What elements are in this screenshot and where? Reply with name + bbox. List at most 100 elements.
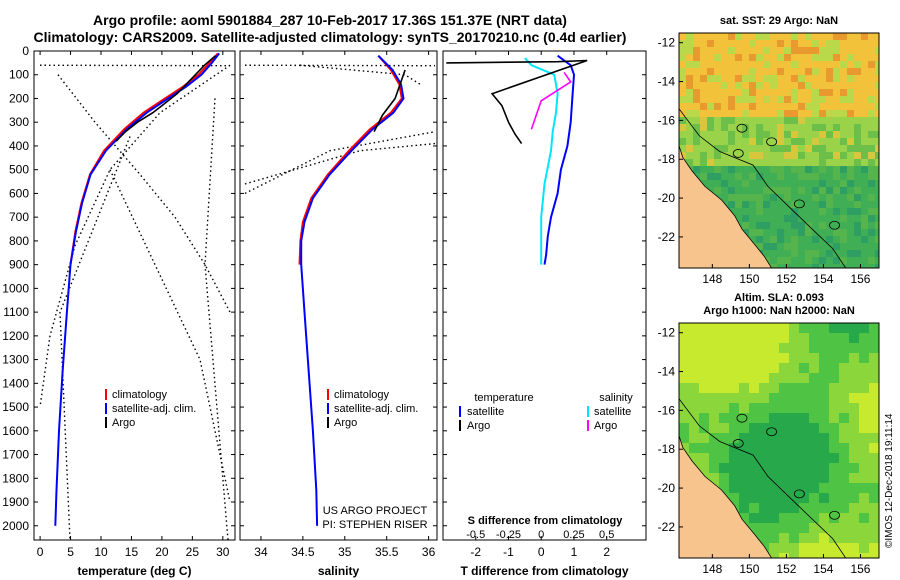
map-cell: [829, 493, 839, 503]
map-cell: [763, 47, 770, 54]
map-cell: [849, 323, 859, 333]
map-cell: [791, 166, 798, 173]
map-cell: [699, 363, 709, 373]
map-cell: [833, 250, 840, 257]
legend-label: satellite: [594, 406, 631, 418]
map-cell: [799, 383, 809, 393]
credit-text: US ARGO PROJECT: [323, 505, 428, 517]
map-cell: [812, 124, 819, 131]
map-cell: [869, 553, 879, 558]
map-cell: [854, 124, 861, 131]
map-cell: [763, 124, 770, 131]
map-cell: [847, 33, 854, 40]
map-cell: [739, 483, 749, 493]
map-cell: [779, 533, 789, 543]
map-cell: [770, 145, 777, 152]
map-cell: [779, 383, 789, 393]
map-cell: [847, 47, 854, 54]
map-cell: [709, 443, 719, 453]
series-line-salinity-argo: [530, 71, 572, 130]
map-cell: [728, 187, 735, 194]
map-cell: [826, 145, 833, 152]
map-cell: [763, 96, 770, 103]
map-cell: [875, 208, 879, 215]
map-cell: [805, 47, 812, 54]
map-cell: [805, 117, 812, 124]
map-cell: [833, 117, 840, 124]
map-cell: [679, 89, 686, 96]
map-cell: [719, 453, 729, 463]
reef-outline: [829, 510, 840, 520]
map-cell: [728, 124, 735, 131]
map-cell: [826, 117, 833, 124]
map-cell: [798, 173, 805, 180]
map-cell: [707, 96, 714, 103]
map-cell: [854, 257, 861, 264]
map-cell: [742, 222, 749, 229]
map-cell: [869, 543, 879, 553]
map-cell: [791, 222, 798, 229]
map-cell: [799, 473, 809, 483]
argo-dotted-trace: [244, 131, 436, 195]
map-cell: [770, 208, 777, 215]
map-y-tick-label: -22: [658, 520, 676, 534]
map-cell: [854, 187, 861, 194]
map-cell: [770, 166, 777, 173]
map-cell: [826, 89, 833, 96]
map-cell: [714, 47, 721, 54]
map-cell: [875, 82, 879, 89]
map-cell: [805, 124, 812, 131]
map-cell: [798, 264, 805, 268]
map-cell: [749, 138, 756, 145]
map-cell: [719, 403, 729, 413]
x-tick-label: 0: [37, 545, 44, 559]
map-cell: [700, 152, 707, 159]
map-cell: [777, 110, 784, 117]
map-cell: [784, 173, 791, 180]
legend-label: satellite-adj. clim.: [112, 403, 196, 415]
argo-dotted-trace: [57, 74, 231, 313]
map-cell: [749, 323, 759, 333]
map-cell: [847, 208, 854, 215]
map-cell: [714, 145, 721, 152]
map-cell: [805, 96, 812, 103]
map-cell: [868, 145, 875, 152]
map-cell: [749, 503, 759, 513]
map-cell: [714, 173, 721, 180]
map-cell: [759, 503, 769, 513]
map-cell: [791, 89, 798, 96]
map-cell: [679, 363, 689, 373]
map-cell: [854, 243, 861, 250]
map-cell: [839, 343, 849, 353]
map-cell: [829, 383, 839, 393]
y-tick-label: 900: [9, 258, 29, 272]
map-cell: [819, 503, 829, 513]
map-cell: [729, 393, 739, 403]
map-cell: [868, 138, 875, 145]
legend-label: satellite: [467, 406, 504, 418]
map-x-tick-label: 148: [702, 272, 722, 286]
map-cell: [756, 208, 763, 215]
map-cell: [700, 117, 707, 124]
map-cell: [809, 493, 819, 503]
map-cell: [707, 89, 714, 96]
map-cell: [875, 236, 879, 243]
map-cell: [826, 61, 833, 68]
map-cell: [770, 40, 777, 47]
map-cell: [719, 363, 729, 373]
reef-outline: [793, 199, 805, 209]
map-cell: [756, 40, 763, 47]
map-cell: [826, 138, 833, 145]
map-cell: [798, 40, 805, 47]
map-cell: [826, 68, 833, 75]
y-tick-label: 100: [9, 68, 29, 82]
map-cell: [833, 187, 840, 194]
map-cell: [833, 236, 840, 243]
x-tick-label: 0: [538, 545, 545, 559]
map-cell: [769, 363, 779, 373]
map-cell: [875, 222, 879, 229]
map-cell: [849, 333, 859, 343]
map-cell: [749, 343, 759, 353]
map-cell: [749, 187, 756, 194]
map-cell: [833, 152, 840, 159]
